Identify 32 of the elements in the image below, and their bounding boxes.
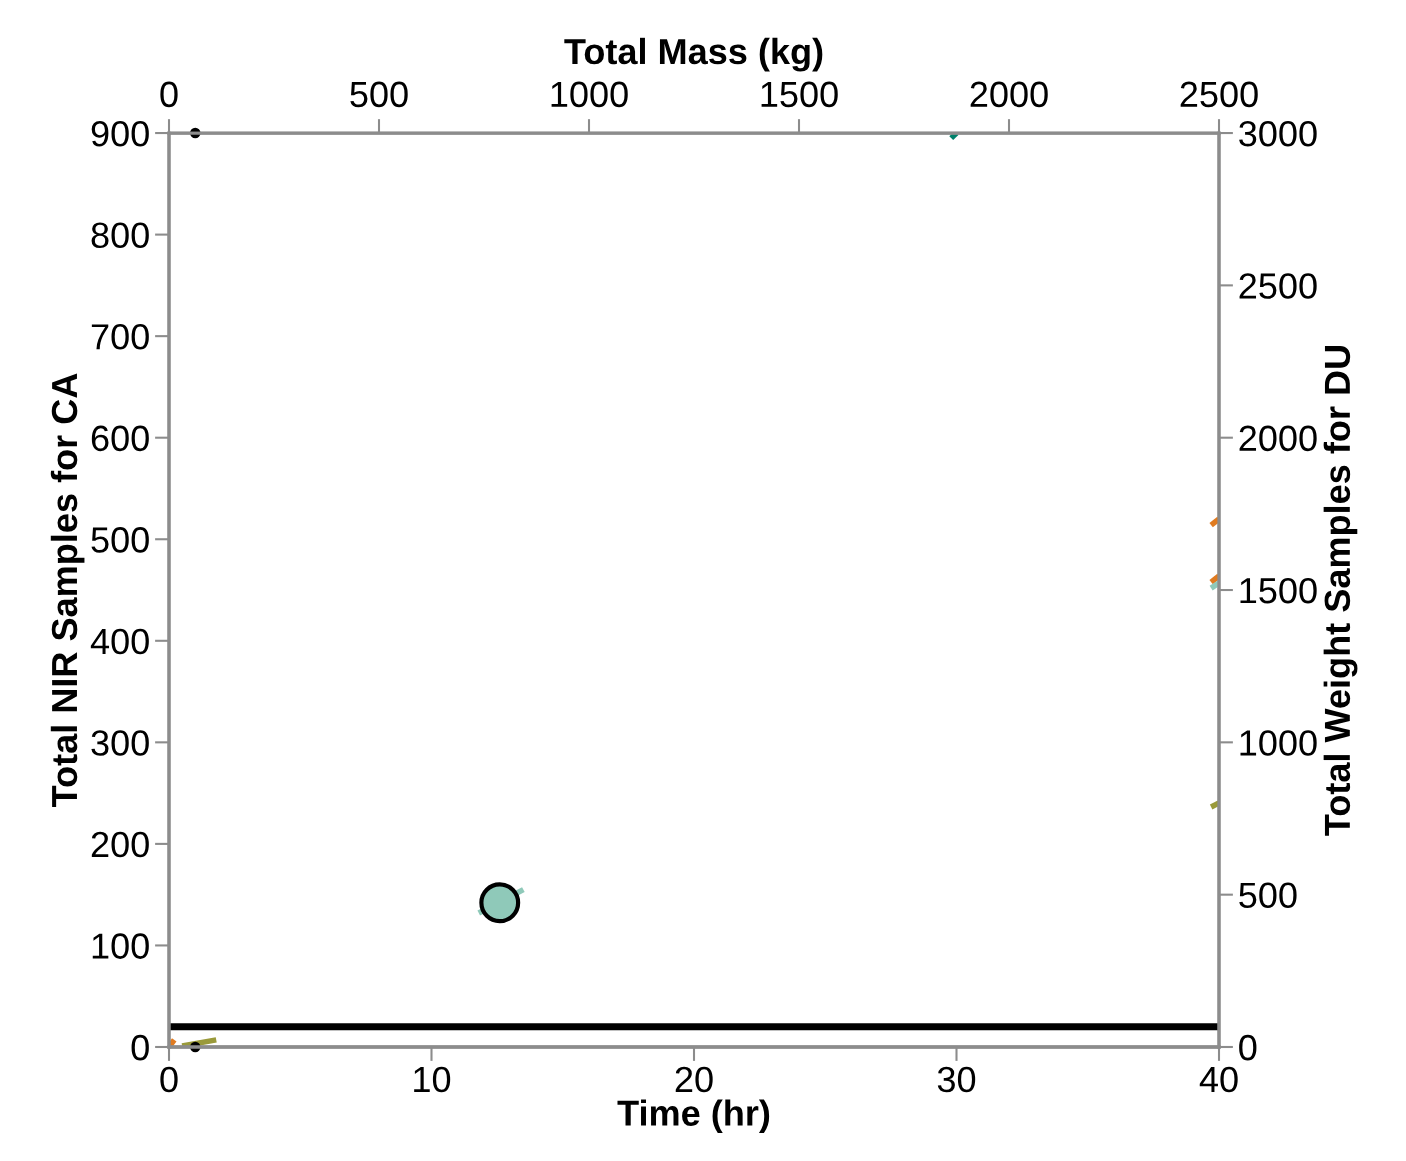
x2-tick-label: 0 [160, 81, 178, 108]
x-tick-label: 0 [160, 1066, 178, 1093]
y-tick-label: 300 [91, 730, 149, 756]
x2-tick-label: 2500 [1180, 81, 1258, 108]
y-tick-label: 900 [91, 120, 149, 147]
x2-tick-label: 1500 [761, 81, 838, 108]
y2-tick-label: 2500 [1239, 273, 1317, 299]
y-tick-label: 500 [91, 527, 149, 553]
y-tick-label: 700 [91, 324, 149, 350]
y-tick-label: 600 [91, 425, 149, 452]
y2-tick-label: 0 [1239, 1034, 1257, 1061]
x2-axis-title: Total Mass (kg) [564, 37, 823, 72]
x-tick-label: 10 [414, 1066, 451, 1093]
x2-tick-label: 1000 [551, 81, 628, 108]
y-tick-label: 0 [131, 1034, 149, 1061]
x-tick-label: 40 [1199, 1066, 1238, 1093]
y2-tick-label: 1000 [1240, 730, 1317, 756]
y-axis-title: Total NIR Samples for CA [50, 373, 85, 807]
y-tick-label: 400 [90, 628, 149, 655]
x-tick-label: 30 [937, 1066, 976, 1093]
y-tick-label: 100 [92, 933, 149, 959]
y-tick-label: 200 [91, 831, 149, 858]
y-tick-label: 800 [91, 222, 149, 249]
y2-tick-label: 2000 [1239, 425, 1317, 452]
x-axis-title: Time (hr) [617, 1099, 770, 1134]
x-tick-label: 20 [675, 1066, 713, 1093]
y2-tick-label: 1500 [1240, 577, 1317, 604]
y2-tick-label: 3000 [1239, 120, 1317, 147]
x2-tick-label: 500 [350, 81, 408, 108]
y2-tick-label: 500 [1239, 882, 1297, 909]
x2-tick-label: 2000 [970, 81, 1048, 108]
y2-axis-title: Total Weight Samples for DU [1323, 346, 1358, 836]
